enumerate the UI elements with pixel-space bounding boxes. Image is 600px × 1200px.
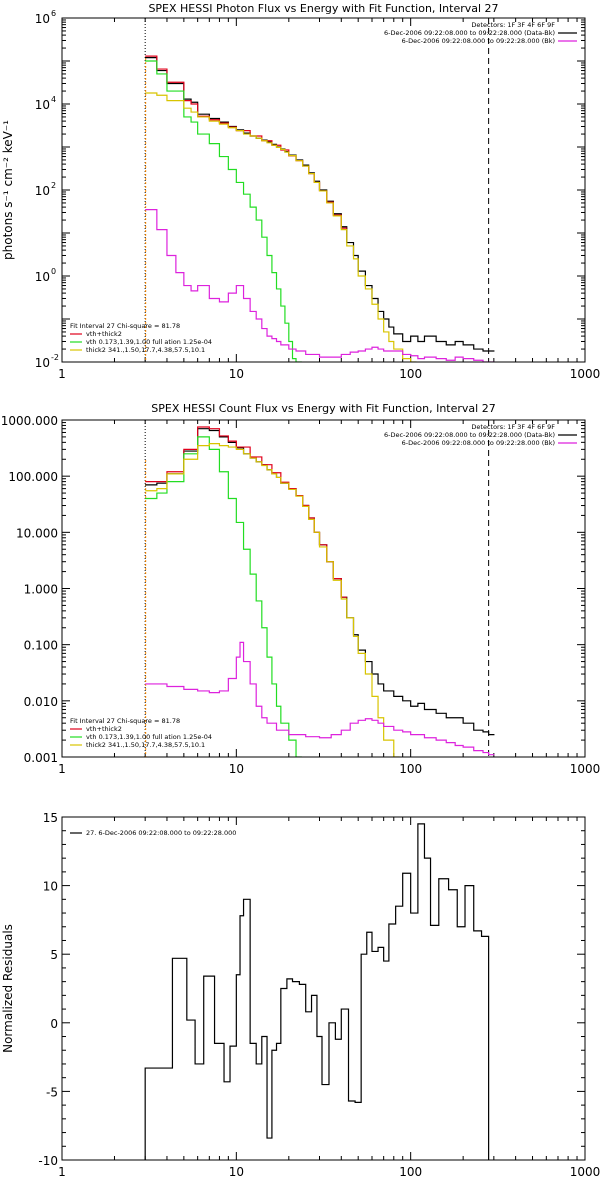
series-black-line (145, 56, 495, 352)
plot-frame (61, 17, 586, 363)
plot-frame (61, 419, 586, 758)
y-tick-label: 10.000 (16, 526, 58, 540)
series-black-line (145, 428, 495, 736)
y-tick-label: 1.000 (24, 583, 58, 597)
y-axis-label: photons s⁻¹ cm⁻² keV⁻¹ (1, 120, 15, 260)
y-tick-label: 15 (43, 811, 58, 825)
y-tick-label: 10 (35, 12, 50, 26)
y-tick-exponent: -2 (51, 353, 59, 362)
y-tick-label: 0 (50, 1017, 58, 1031)
series-black-line (144, 823, 490, 1160)
x-tick-label: 100 (399, 1165, 422, 1179)
legend-left-entry: vth 0.173,1.39,1.00 full ation 1.25e-04 (86, 733, 212, 741)
y-tick-label: 1000.000 (1, 414, 58, 428)
chart-title: SPEX HESSI Count Flux vs Energy with Fit… (151, 402, 495, 415)
y-tick-label: 0.010 (24, 695, 58, 709)
chart-panel-3: 1 10 100 1000 -10 -5 0 5 10 15 Normalized Residual… (1, 811, 600, 1179)
y-tick-exponent: 2 (51, 181, 56, 190)
x-tick-label: 10 (229, 762, 244, 776)
legend-right-entry: Detectors: 1F 3F 4F 6F 9F (471, 21, 555, 29)
legend-left-entry: vth 0.173,1.39,1.00 full ation 1.25e-04 (86, 338, 212, 346)
chart-panel-2: SPEX HESSI Count Flux vs Energy with Fit… (1, 402, 600, 776)
legend-left-header: Fit Interval 27 Chi-square = 81.78 (70, 717, 180, 725)
series-group (144, 823, 490, 1160)
legend-right-entry: 6-Dec-2006 09:22:08.000 to 09:22:28.000 … (384, 29, 555, 37)
chart-panel-1: SPEX HESSI Photon Flux vs Energy with Fi… (1, 2, 600, 381)
y-axis-label: Normalized Residuals (1, 924, 15, 1053)
series-green-line (145, 436, 302, 757)
series-magenta-line (145, 209, 495, 362)
legend-left-entry: vth+thick2 (86, 330, 122, 338)
series-red-line (145, 55, 348, 229)
x-tick-label: 1000 (570, 1165, 600, 1179)
legend-left-entry: vth+thick2 (86, 725, 122, 733)
y-tick-label: 100.000 (8, 470, 58, 484)
chart-title: SPEX HESSI Photon Flux vs Energy with Fi… (148, 2, 498, 15)
series-group (145, 426, 495, 757)
plot-frame (61, 816, 586, 1161)
y-tick-exponent: 4 (51, 95, 56, 104)
y-tick-label: 10 (43, 880, 58, 894)
legend-left-header: 27. 6-Dec-2006 09:22:08.000 to 09:22:28.… (86, 829, 236, 837)
y-tick-exponent: 6 (51, 9, 56, 18)
x-tick-label: 10 (229, 367, 244, 381)
x-tick-label: 1000 (570, 762, 600, 776)
legend-right-entry: 6-Dec-2006 09:22:08.000 to 09:22:28.000 … (402, 439, 555, 447)
y-tick-label: 5 (50, 948, 58, 962)
x-tick-label: 1 (58, 1165, 66, 1179)
series-group (145, 55, 495, 362)
y-tick-label: 10 (35, 98, 50, 112)
legend-left-entry: thick2 341.,1.50,17.7,4.38,57.5,10.1 (86, 741, 205, 749)
legend-right-entry: 6-Dec-2006 09:22:08.000 to 09:22:28.000 … (402, 37, 555, 45)
y-tick-label: 10 (35, 184, 50, 198)
series-yellow-line (145, 92, 417, 362)
x-tick-label: 10 (229, 1165, 244, 1179)
x-tick-label: 1 (58, 762, 66, 776)
y-tick-label: -10 (38, 1154, 58, 1168)
y-tick-exponent: 0 (51, 267, 56, 276)
x-tick-label: 1000 (570, 367, 600, 381)
y-tick-label: 0.001 (24, 751, 58, 765)
legend-right-entry: Detectors: 1F 3F 4F 6F 9F (471, 423, 555, 431)
y-tick-label: 0.100 (24, 639, 58, 653)
series-red-line (145, 426, 348, 598)
x-tick-label: 1 (58, 367, 66, 381)
y-tick-label: 10 (35, 270, 50, 284)
legend-right-entry: 6-Dec-2006 09:22:08.000 to 09:22:28.000 … (384, 431, 555, 439)
series-yellow-line (145, 443, 400, 757)
y-tick-label: -5 (46, 1085, 58, 1099)
series-green-line (145, 60, 302, 362)
x-tick-label: 100 (399, 367, 422, 381)
legend-left-entry: thick2 341.,1.50,17.7,4.38,57.5,10.1 (86, 346, 205, 354)
x-tick-label: 100 (399, 762, 422, 776)
y-tick-label: 10 (35, 356, 50, 370)
legend-left-header: Fit Interval 27 Chi-square = 81.78 (70, 322, 180, 330)
series-magenta-line (145, 641, 495, 756)
